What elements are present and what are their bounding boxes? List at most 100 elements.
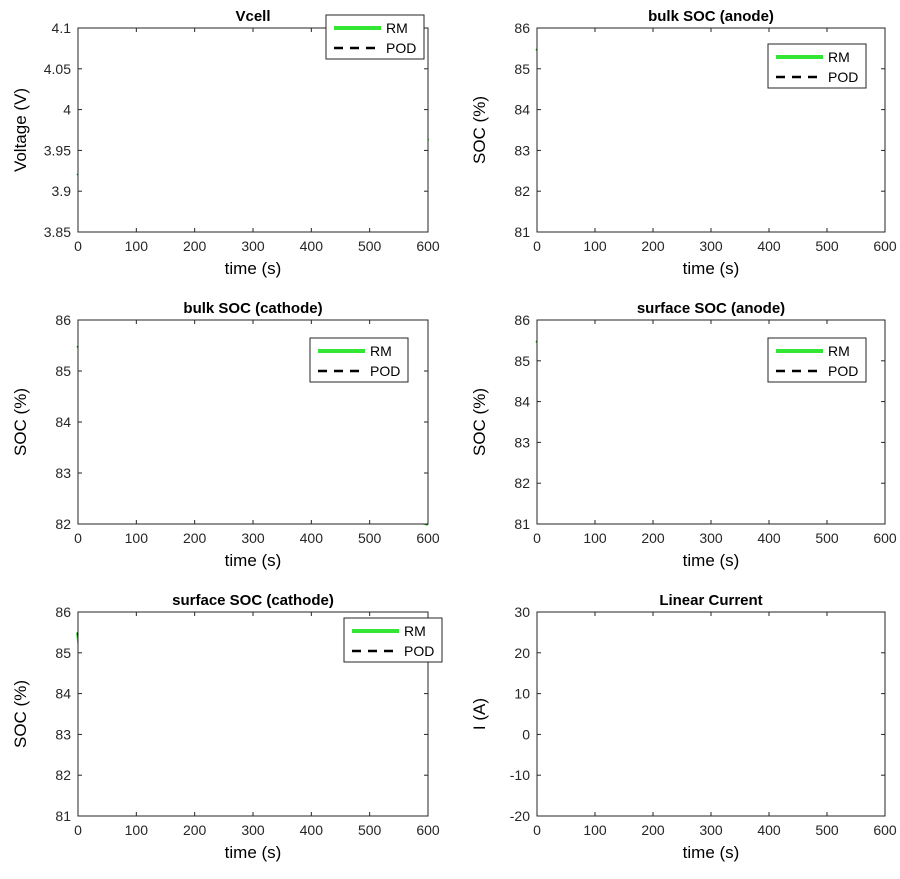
subplot-4: 0 100 200 300 400 500 600 81 82 83 84 85 86 time (s) S… bbox=[470, 300, 897, 570]
x-axis-label: time (s) bbox=[225, 551, 282, 570]
x-axis-label: time (s) bbox=[683, 843, 740, 862]
plot-title: bulk SOC (anode) bbox=[648, 8, 774, 25]
y-tick-label: 86 bbox=[55, 604, 71, 620]
x-axis-label: time (s) bbox=[683, 551, 740, 570]
x-tick-label: 0 bbox=[533, 238, 541, 254]
y-tick-label: 10 bbox=[514, 686, 530, 702]
subplot-1: 0 100 200 300 400 500 600 3.85 3.9 3.95 4 4.05 4.1 ti… bbox=[11, 8, 440, 278]
x-tick-label: 300 bbox=[241, 822, 265, 838]
axes-box bbox=[536, 611, 886, 817]
y-axis-label: SOC (%) bbox=[470, 388, 489, 456]
x-tick-label: 0 bbox=[74, 238, 82, 254]
x-tick-label: 400 bbox=[300, 822, 324, 838]
y-tick-label: 30 bbox=[514, 604, 530, 620]
legend-pod-label: POD bbox=[828, 363, 858, 379]
x-tick-label: 300 bbox=[699, 822, 723, 838]
y-tick-label: 4 bbox=[63, 102, 71, 118]
legend-box bbox=[325, 14, 425, 60]
x-tick-label: 500 bbox=[358, 822, 382, 838]
legend: RM POD bbox=[767, 337, 867, 383]
y-tick-label: 0 bbox=[522, 726, 530, 742]
y-tick-label: 82 bbox=[55, 767, 71, 783]
subplot-2: 0 100 200 300 400 500 600 81 82 83 84 85 86 time (s) S… bbox=[470, 8, 897, 278]
y-tick-label: 86 bbox=[514, 20, 530, 36]
y-tick-label: 86 bbox=[55, 312, 71, 328]
x-tick-label: 400 bbox=[300, 238, 324, 254]
x-tick-label: 400 bbox=[300, 530, 324, 546]
x-tick-label: 200 bbox=[641, 822, 665, 838]
y-tick-label: -10 bbox=[510, 767, 530, 783]
plot-title: Linear Current bbox=[659, 592, 762, 609]
plot-title: surface SOC (cathode) bbox=[172, 592, 334, 609]
y-tick-label: -20 bbox=[510, 808, 530, 824]
y-tick-label: 4.1 bbox=[52, 20, 72, 36]
y-tick-label: 4.05 bbox=[44, 61, 71, 77]
y-tick-label: 85 bbox=[514, 353, 530, 369]
legend-pod-label: POD bbox=[370, 363, 400, 379]
x-tick-label: 500 bbox=[815, 530, 839, 546]
y-tick-label: 83 bbox=[55, 465, 71, 481]
y-tick-label: 82 bbox=[55, 516, 71, 532]
x-tick-label: 400 bbox=[757, 530, 781, 546]
legend-box bbox=[767, 337, 867, 383]
x-tick-label: 0 bbox=[533, 530, 541, 546]
y-tick-label: 3.95 bbox=[44, 142, 71, 158]
y-tick-label: 85 bbox=[55, 363, 71, 379]
legend: RM POD bbox=[767, 43, 867, 89]
x-tick-label: 400 bbox=[757, 238, 781, 254]
x-tick-label: 200 bbox=[183, 822, 207, 838]
x-tick-label: 500 bbox=[815, 238, 839, 254]
y-tick-label: 81 bbox=[55, 808, 71, 824]
x-axis-label: time (s) bbox=[225, 259, 282, 278]
y-tick-label: 85 bbox=[55, 645, 71, 661]
x-tick-label: 0 bbox=[533, 822, 541, 838]
x-tick-label: 100 bbox=[583, 822, 607, 838]
y-axis-label: I (A) bbox=[470, 698, 489, 730]
y-tick-label: 83 bbox=[55, 726, 71, 742]
y-axis-label: SOC (%) bbox=[470, 96, 489, 164]
y-tick-label: 20 bbox=[514, 645, 530, 661]
legend: RM POD bbox=[343, 617, 443, 663]
x-tick-label: 600 bbox=[873, 238, 897, 254]
y-tick-label: 81 bbox=[514, 224, 530, 240]
y-tick-label: 86 bbox=[514, 312, 530, 328]
y-tick-label: 84 bbox=[514, 102, 530, 118]
legend-pod-label: POD bbox=[828, 69, 858, 85]
y-tick-label: 83 bbox=[514, 434, 530, 450]
x-axis-label: time (s) bbox=[225, 843, 282, 862]
plot-title: bulk SOC (cathode) bbox=[183, 300, 322, 317]
y-tick-label: 83 bbox=[514, 142, 530, 158]
x-tick-label: 100 bbox=[583, 530, 607, 546]
x-tick-label: 600 bbox=[416, 238, 440, 254]
legend-rm-label: RM bbox=[404, 623, 426, 639]
legend-box bbox=[343, 617, 443, 663]
x-tick-label: 400 bbox=[757, 822, 781, 838]
x-tick-label: 0 bbox=[74, 822, 82, 838]
x-tick-label: 500 bbox=[815, 822, 839, 838]
axes-box bbox=[77, 27, 429, 233]
y-axis-label: Voltage (V) bbox=[11, 88, 30, 172]
x-tick-label: 200 bbox=[183, 530, 207, 546]
legend-box bbox=[309, 337, 409, 383]
x-tick-label: 0 bbox=[74, 530, 82, 546]
legend-pod-label: POD bbox=[386, 40, 416, 56]
plot-title: surface SOC (anode) bbox=[637, 300, 785, 317]
x-tick-label: 200 bbox=[641, 530, 665, 546]
x-tick-label: 300 bbox=[241, 530, 265, 546]
y-tick-label: 3.85 bbox=[44, 224, 71, 240]
x-tick-label: 600 bbox=[416, 822, 440, 838]
x-tick-label: 200 bbox=[641, 238, 665, 254]
legend: RM POD bbox=[309, 337, 409, 383]
legend: RM POD bbox=[325, 14, 425, 60]
y-tick-label: 82 bbox=[514, 183, 530, 199]
x-tick-label: 100 bbox=[125, 530, 149, 546]
x-tick-label: 300 bbox=[699, 238, 723, 254]
x-tick-label: 300 bbox=[241, 238, 265, 254]
y-axis-label: SOC (%) bbox=[11, 680, 30, 748]
legend-rm-label: RM bbox=[370, 343, 392, 359]
x-tick-label: 500 bbox=[358, 530, 382, 546]
x-axis-label: time (s) bbox=[683, 259, 740, 278]
x-tick-label: 600 bbox=[873, 530, 897, 546]
legend-rm-label: RM bbox=[386, 20, 408, 36]
